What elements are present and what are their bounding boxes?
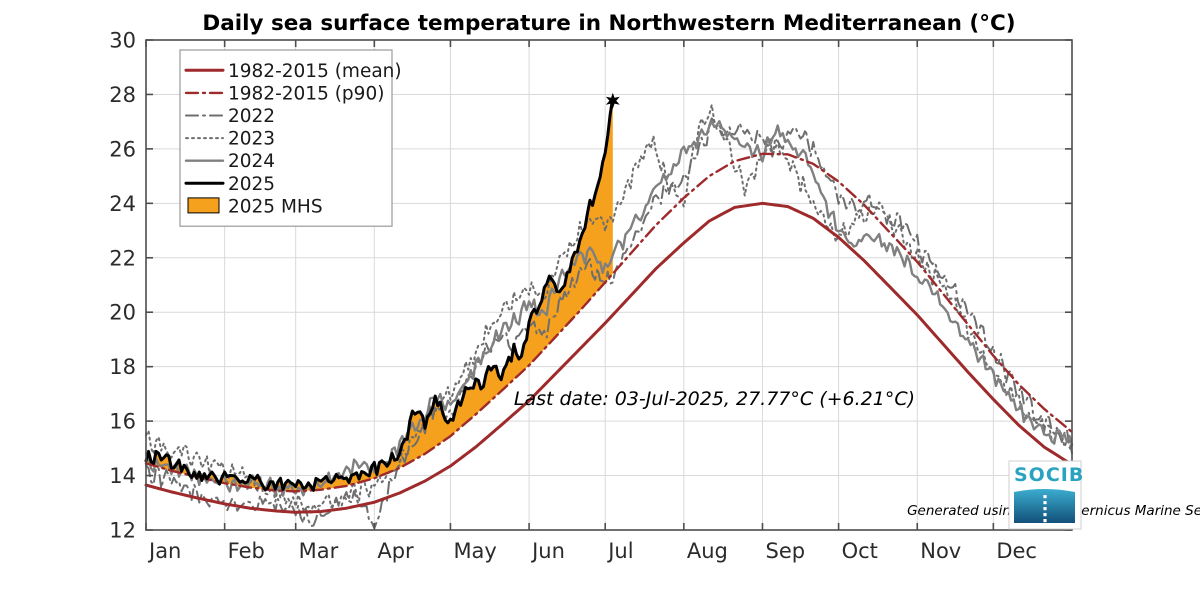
logo-dot [1043,525,1047,529]
legend-label: 2022 [228,106,275,127]
y-tick-label: 18 [109,355,136,379]
legend-label: 1982-2015 (p90) [228,83,384,104]
x-tick-label: Dec [996,539,1037,563]
y-tick-label: 12 [109,519,136,543]
legend-label: 2025 [228,174,275,195]
plot-border [145,39,1073,531]
legend-item: 2025 [184,174,275,195]
y-tick-label: 28 [109,83,136,107]
legend-swatch-mhs [187,197,220,214]
y-tick-label: 16 [109,410,136,434]
legend-label: 2023 [228,129,275,150]
chart-legend: 1982-2015 (mean)1982-2015 (p90)202220232… [179,49,402,227]
legend-label: 1982-2015 (mean) [228,61,402,82]
x-tick-label: Nov [920,539,961,563]
legend-item: 1982-2015 (p90) [184,83,384,104]
footer-strip: · · · · · · · · · · · · [0,574,1200,600]
legend-item: 2022 [185,106,275,127]
last-value-star-marker [605,92,620,109]
series-line-2024 [144,120,1074,497]
annotation-last-date: Last date: 03-Jul-2025, 27.77°C (+6.21°C… [514,388,915,410]
legend-item: 1982-2015 (mean) [184,61,402,82]
legend-item: 2023 [185,129,275,150]
chart-title: Daily sea surface temperature in Northwe… [202,11,1015,36]
series-line-climatology-p90 [144,152,1074,493]
x-tick-label: Feb [228,539,265,563]
legend-label: 2024 [228,151,275,172]
socib-logo: SOCIB [1008,460,1084,530]
x-tick-label: Sep [765,539,805,563]
x-tick-label: May [453,539,496,563]
y-tick-label: 24 [109,192,136,216]
y-tick-label: 20 [109,301,136,325]
x-tick-label: Jan [147,539,181,563]
logo-wordmark: SOCIB [1014,464,1084,486]
logo-dot [1043,495,1047,499]
logo-dot [1043,519,1047,523]
legend-item: 2025 MHS [187,196,323,217]
series-line-2023 [145,103,1073,514]
y-tick-label: 26 [109,137,136,161]
x-tick-label: Jun [530,539,565,563]
x-tick-label: Oct [842,539,878,563]
y-tick-label: 14 [109,464,136,488]
logo-dot [1043,501,1047,505]
y-tick-label: 22 [109,246,136,270]
x-tick-label: Aug [687,539,728,563]
y-tick-label: 30 [109,29,136,53]
legend-label: 2025 MHS [228,196,323,217]
x-tick-label: Jul [606,539,633,563]
series-line-climatology-mean [144,201,1074,514]
footer-ghost-text: · · · · · · · · · · · · [130,574,720,581]
x-tick-label: Apr [377,539,414,563]
mhs-fill-region [315,97,613,491]
logo-dot [1043,513,1047,517]
series-line-2025 [144,96,615,492]
logo-wave [1014,486,1075,492]
logo-sea-block [1014,486,1075,523]
legend-item: 2024 [184,151,275,172]
x-tick-label: Mar [299,539,339,563]
logo-dot [1043,507,1047,511]
